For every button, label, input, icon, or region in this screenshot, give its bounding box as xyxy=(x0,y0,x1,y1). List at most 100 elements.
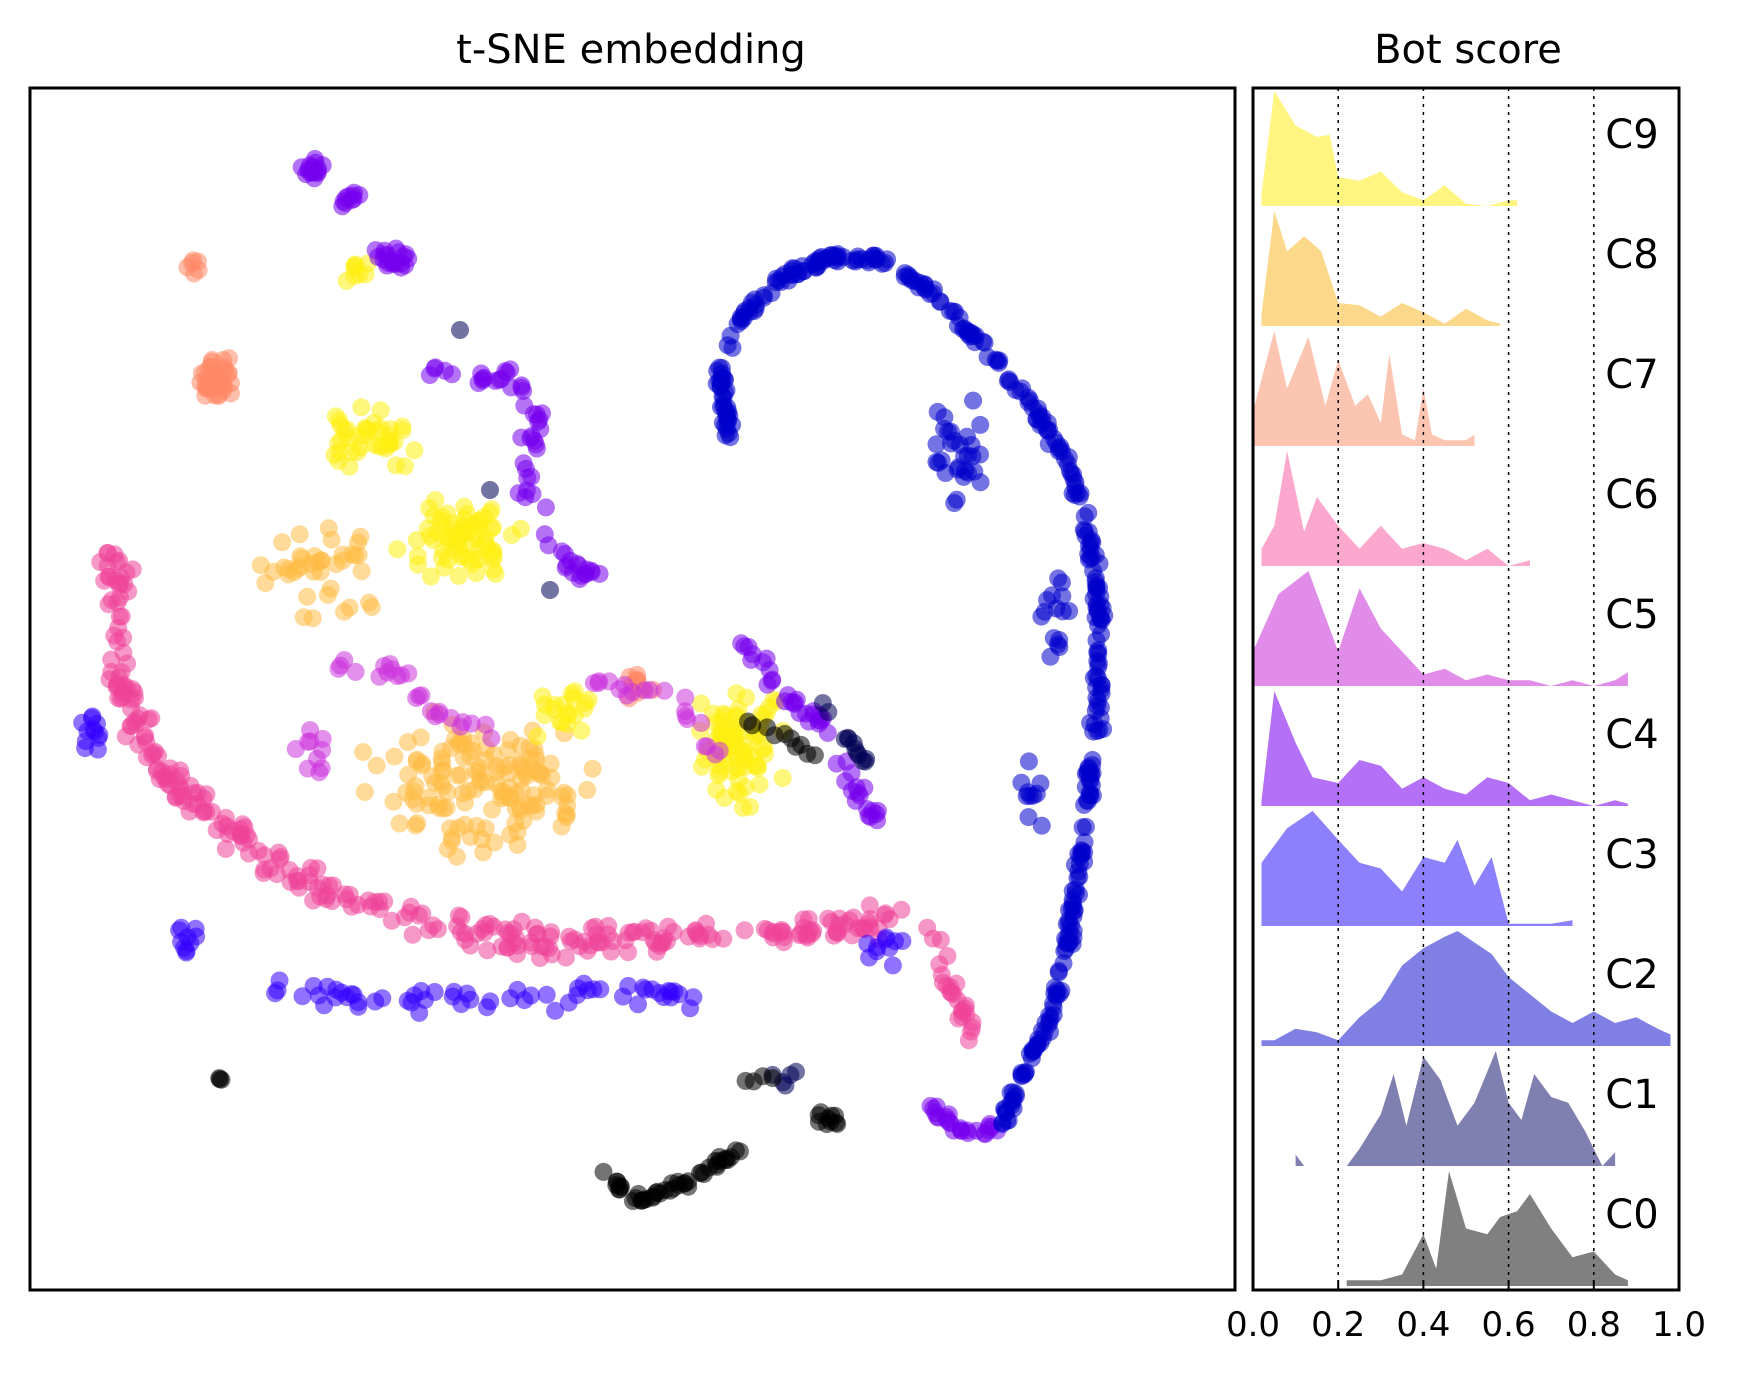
scatter-point xyxy=(256,574,275,593)
scatter-point xyxy=(724,734,743,753)
scatter-point xyxy=(388,667,407,685)
scatter-point xyxy=(931,930,950,949)
scatter-point xyxy=(753,740,772,759)
ridge-label: C6 xyxy=(1605,472,1658,518)
scatter-point xyxy=(175,938,194,957)
ridge-label: C8 xyxy=(1605,232,1658,278)
scatter-point xyxy=(542,923,561,942)
scatter-point xyxy=(971,445,989,464)
scatter-point xyxy=(412,982,431,1000)
ridge-C6 xyxy=(1261,451,1530,566)
scatter-point xyxy=(1087,598,1106,617)
scatter-point xyxy=(1035,602,1054,621)
scatter-point xyxy=(407,794,426,813)
ridge-label: C9 xyxy=(1605,112,1658,158)
scatter-point xyxy=(735,637,754,656)
scatter-point xyxy=(1052,573,1071,592)
tsne-frame xyxy=(28,86,1237,1292)
ridge-C2 xyxy=(1261,931,1671,1046)
scatter-point xyxy=(763,670,782,689)
scatter-point xyxy=(430,705,449,724)
x-tick-label: 0.0 xyxy=(1226,1305,1280,1345)
scatter-point xyxy=(184,795,203,814)
scatter-point xyxy=(675,1174,694,1193)
scatter-point xyxy=(371,401,390,420)
scatter-point xyxy=(572,721,591,740)
scatter-point xyxy=(589,674,608,692)
scatter-point xyxy=(926,1104,945,1122)
scatter-point xyxy=(692,713,711,732)
scatter-point xyxy=(849,746,868,765)
scatter-point xyxy=(1079,759,1098,778)
scatter-point xyxy=(1092,676,1111,694)
scatter-point xyxy=(824,926,843,945)
scatter-point xyxy=(535,706,554,724)
scatter-point xyxy=(189,261,208,280)
scatter-point xyxy=(688,925,707,944)
scatter-point xyxy=(556,948,575,967)
scatter-point xyxy=(681,999,700,1018)
scatter-point xyxy=(876,930,895,949)
scatter-point xyxy=(594,1162,613,1181)
scatter-point xyxy=(408,547,427,566)
scatter-point xyxy=(202,802,221,821)
scatter-point xyxy=(432,761,451,780)
scatter-point xyxy=(367,756,386,775)
scatter-point xyxy=(472,364,491,383)
scatter-point xyxy=(561,932,580,951)
scatter-point xyxy=(110,607,129,626)
scatter-point xyxy=(393,417,412,436)
scatter-point xyxy=(396,457,414,476)
scatter-point xyxy=(293,987,312,1006)
scatter-point xyxy=(512,378,531,397)
tsne-panel: t-SNE embedding xyxy=(28,27,1237,1292)
scatter-point xyxy=(335,885,354,904)
scatter-point xyxy=(659,982,678,1000)
scatter-point xyxy=(452,908,471,927)
scatter-point xyxy=(964,391,983,410)
scatter-point xyxy=(893,932,912,950)
scatter-point xyxy=(481,992,500,1011)
scatter-point xyxy=(267,865,286,884)
x-ticks: 0.0 0.2 0.4 0.6 0.8 1.0 xyxy=(1226,1280,1706,1345)
scatter-point xyxy=(713,387,732,406)
scatter-point xyxy=(370,437,389,456)
scatter-point xyxy=(425,359,444,378)
scatter-point xyxy=(360,593,379,612)
scatter-point xyxy=(222,374,240,392)
scatter-point xyxy=(346,255,365,274)
scatter-point xyxy=(342,443,361,461)
scatter-point xyxy=(366,992,385,1011)
scatter-point xyxy=(455,510,474,529)
scatter-point xyxy=(448,766,467,785)
scatter-point xyxy=(320,876,338,895)
scatter-point xyxy=(435,558,454,577)
scatter-point xyxy=(498,938,517,957)
ridge-C1 xyxy=(1295,1051,1616,1166)
scatter-point xyxy=(499,756,518,775)
scatter-point xyxy=(203,369,222,388)
scatter-point xyxy=(315,996,334,1015)
ridge-label: C5 xyxy=(1605,592,1658,638)
scatter-point xyxy=(318,585,337,604)
scatter-point xyxy=(352,562,371,581)
scatter-point xyxy=(875,906,894,924)
scatter-point xyxy=(385,747,404,766)
scatter-point xyxy=(764,922,783,941)
scatter-point xyxy=(522,467,541,486)
scatter-point xyxy=(1081,533,1100,552)
scatter-point xyxy=(408,814,427,833)
scatter-point xyxy=(629,1185,648,1203)
scatter-point xyxy=(502,526,521,544)
scatter-point xyxy=(476,819,495,838)
scatter-point xyxy=(494,787,513,806)
scatter-point xyxy=(107,553,126,572)
scatter-point xyxy=(692,1163,711,1182)
scatter-point xyxy=(743,716,762,735)
scatter-point xyxy=(791,924,810,943)
scatter-point xyxy=(655,681,674,700)
scatter-point xyxy=(740,302,759,321)
scatter-point xyxy=(424,916,443,935)
scatter-point xyxy=(114,628,133,647)
scatter-point xyxy=(308,859,327,878)
